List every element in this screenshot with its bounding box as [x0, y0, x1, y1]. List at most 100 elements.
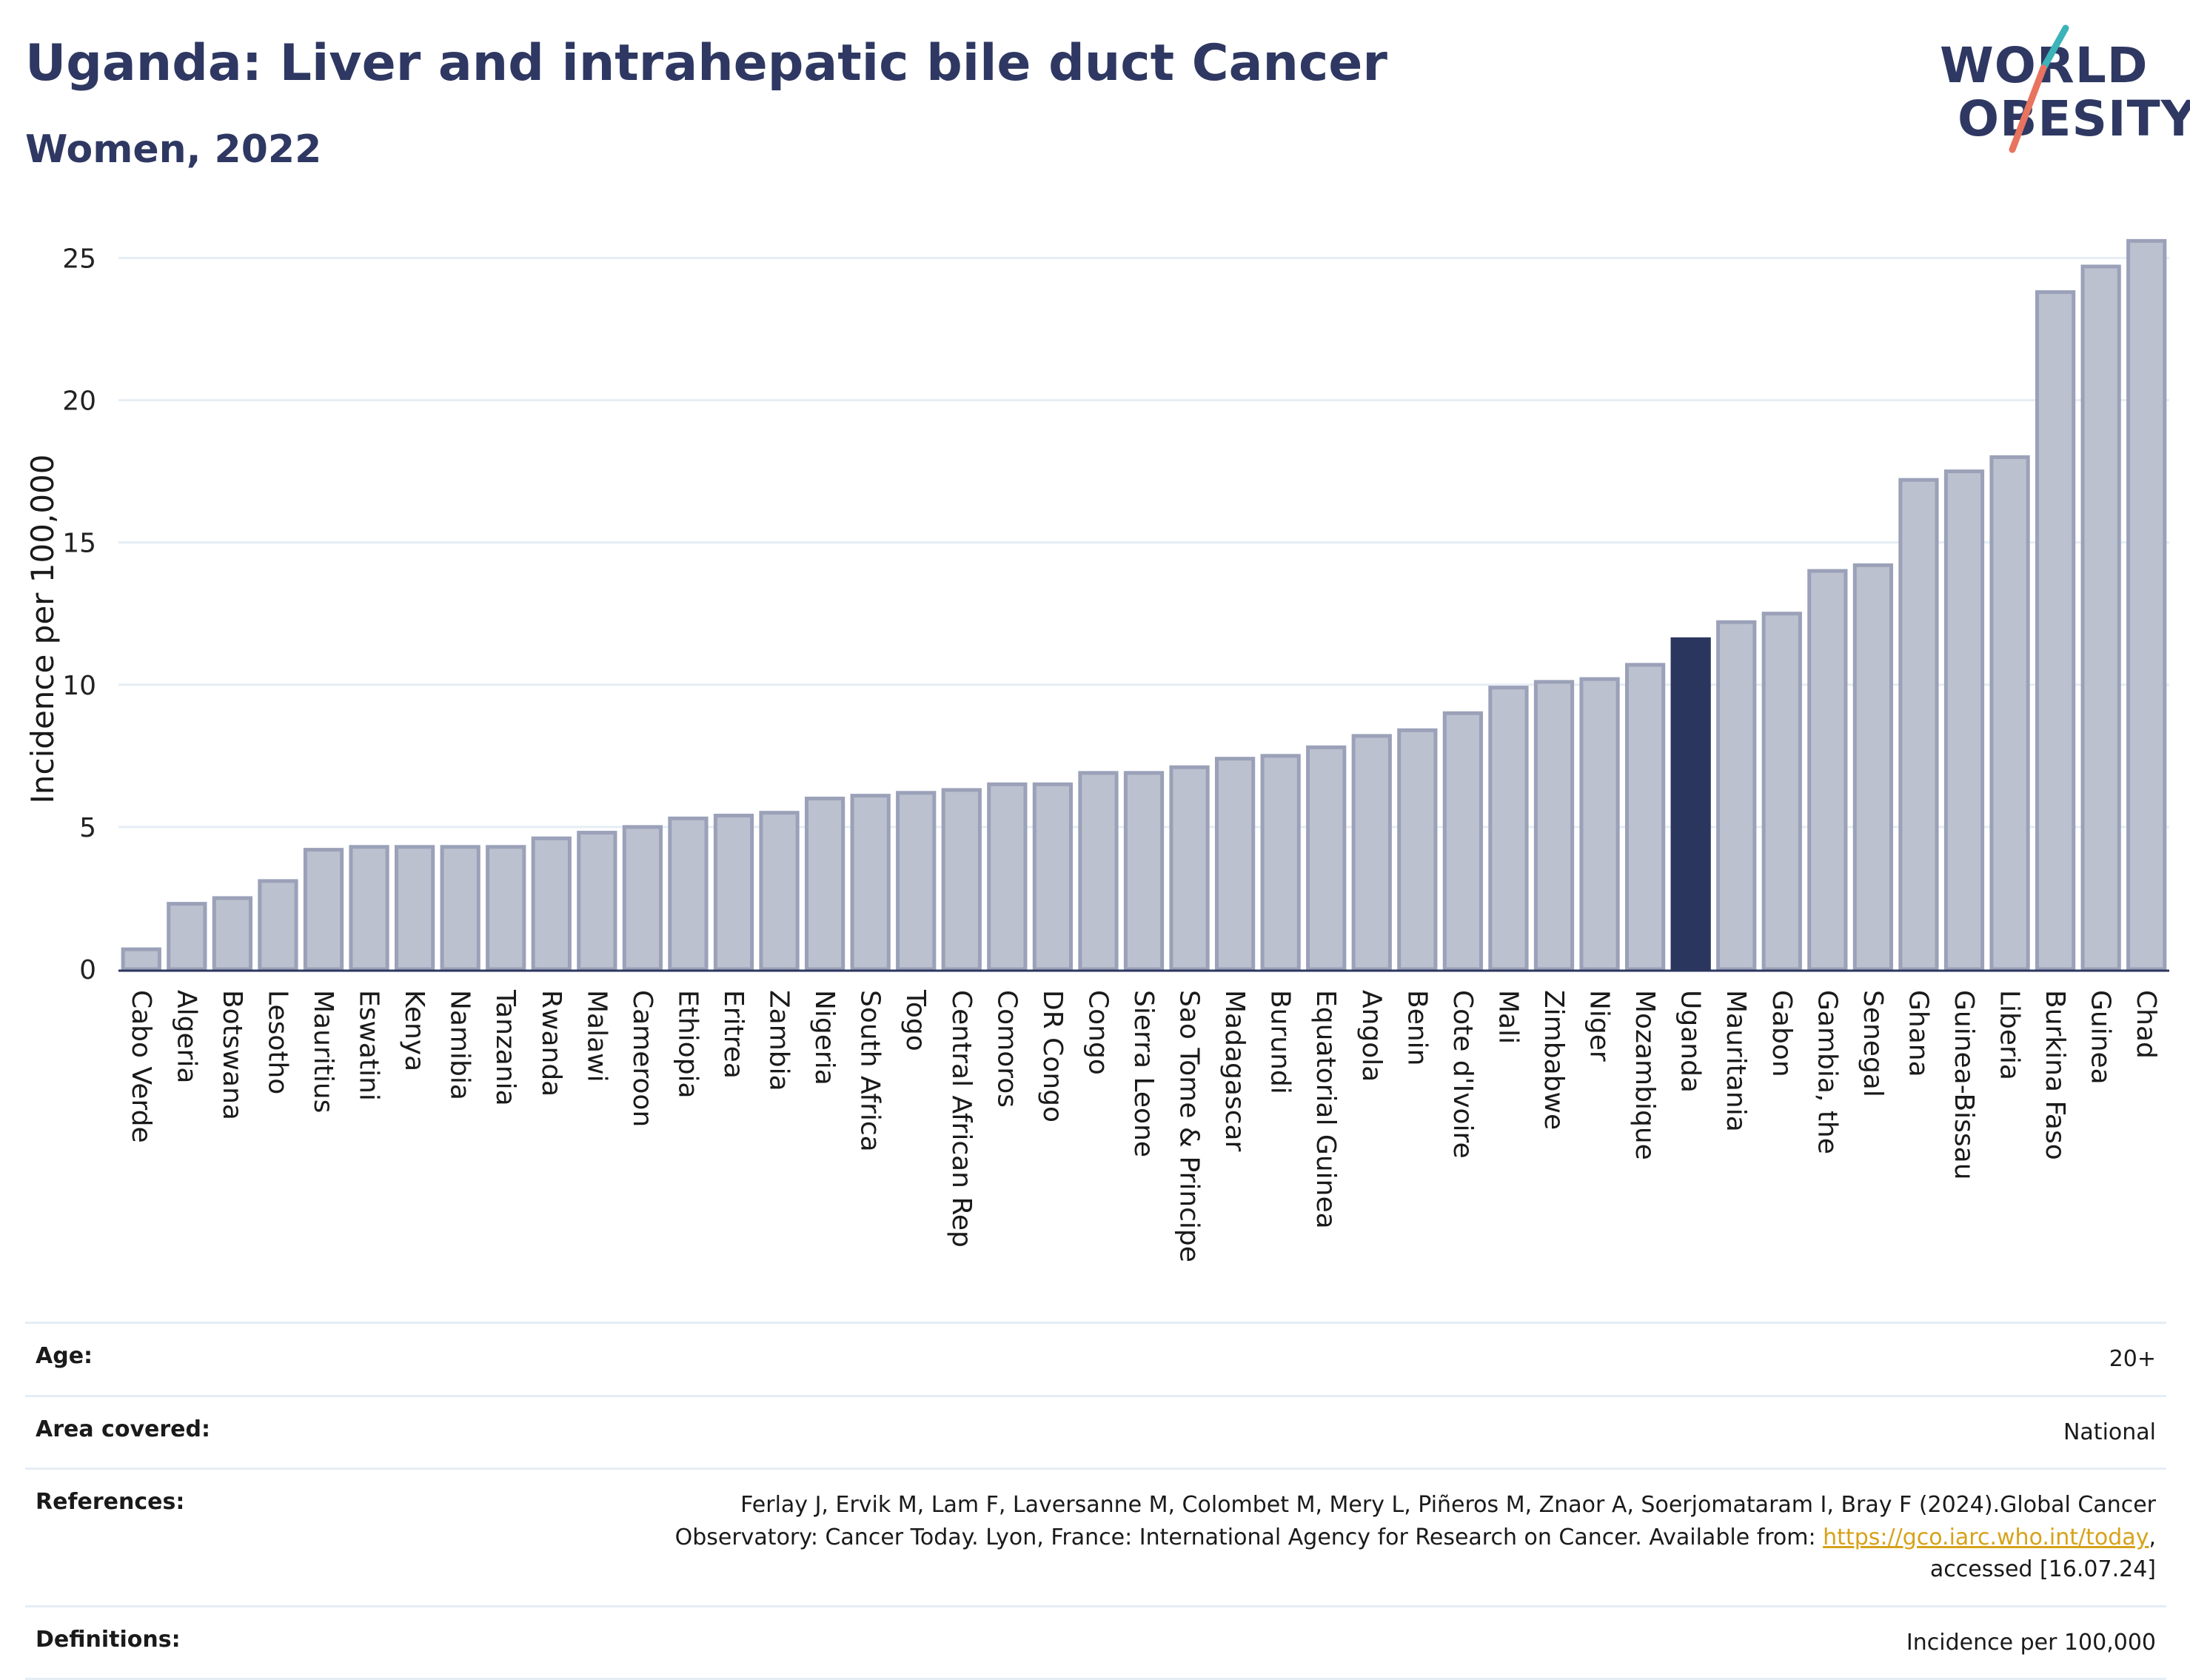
references-text-line1: Ferlay J, Ervik M, Lam F, Laversanne M, …	[740, 1492, 2156, 1518]
bar-niger	[1581, 679, 1618, 969]
age-label: Age:	[36, 1343, 346, 1369]
bar-dr-congo	[1034, 784, 1071, 969]
y-tick-label: 15	[62, 529, 96, 559]
x-tick-label: Equatorial Guinea	[1310, 990, 1341, 1229]
references-text-line2: Observatory: Cancer Today. Lyon, France:…	[675, 1525, 1824, 1550]
x-tick-label: Cameroon	[627, 990, 657, 1127]
y-tick-label: 5	[79, 813, 96, 843]
x-tick-label: Ghana	[1903, 990, 1933, 1077]
bar-ghana	[1901, 480, 1937, 969]
x-tick-label: Cote d'Ivoire	[1447, 990, 1478, 1159]
x-tick-label: Ethiopia	[672, 990, 703, 1099]
bar-zimbabwe	[1536, 682, 1572, 969]
meta-row-references: References: Ferlay J, Ervik M, Lam F, La…	[25, 1468, 2166, 1605]
x-tick-label: Namibia	[445, 990, 475, 1100]
bar-mozambique	[1627, 665, 1663, 969]
y-tick-label: 25	[62, 244, 96, 274]
x-tick-label: Malawi	[581, 990, 612, 1082]
chart-title: Uganda: Liver and intrahepatic bile duct…	[25, 34, 1387, 93]
meta-row-age: Age: 20+	[25, 1322, 2166, 1395]
x-tick-label: Eritrea	[718, 990, 749, 1079]
meta-row-area: Area covered: National	[25, 1395, 2166, 1468]
x-tick-label: Burundi	[1265, 990, 1296, 1094]
logo-coral-stroke	[2012, 68, 2043, 150]
bar-senegal	[1855, 565, 1891, 969]
definitions-value: Incidence per 100,000	[1906, 1627, 2156, 1659]
x-tick-label: Mozambique	[1630, 990, 1660, 1160]
references-link[interactable]: https://gco.iarc.who.int/today	[1823, 1525, 2149, 1550]
bar-algeria	[169, 904, 205, 969]
metadata-table: Age: 20+ Area covered: National Referenc…	[25, 1322, 2166, 1680]
age-value: 20+	[2109, 1343, 2156, 1376]
x-tick-label: Botswana	[217, 990, 247, 1120]
area-label: Area covered:	[36, 1416, 346, 1442]
x-tick-label: Congo	[1082, 990, 1113, 1075]
references-label: References:	[36, 1489, 346, 1515]
bar-uganda	[1672, 639, 1709, 969]
x-tick-label: Mali	[1493, 990, 1523, 1044]
bar-eritrea	[715, 816, 751, 969]
x-tick-label: Rwanda	[536, 990, 566, 1097]
bar-equatorial-guinea	[1308, 747, 1345, 969]
x-tick-label: Uganda	[1675, 990, 1706, 1093]
bar-guinea-bissau	[1946, 472, 1982, 969]
bar-nigeria	[806, 798, 843, 969]
x-tick-label: Benin	[1402, 990, 1432, 1065]
area-value: National	[2063, 1416, 2156, 1449]
bar-cote-d-ivoire	[1444, 713, 1481, 969]
bar-zambia	[761, 813, 797, 969]
bar-togo	[898, 793, 934, 969]
x-tick-label: South Africa	[855, 990, 885, 1152]
x-tick-label: Eswatini	[354, 990, 384, 1101]
bar-botswana	[214, 898, 250, 969]
x-tick-label: Lesotho	[262, 990, 292, 1094]
bar-benin	[1399, 730, 1436, 969]
x-tick-label: Gambia, the	[1812, 990, 1842, 1154]
bar-comoros	[989, 784, 1025, 969]
x-tick-label: Mauritania	[1721, 990, 1751, 1132]
x-tick-label: Togo	[900, 989, 931, 1051]
bar-cameroon	[624, 827, 660, 969]
y-tick-label: 10	[62, 671, 96, 701]
definitions-label: Definitions:	[36, 1627, 346, 1653]
y-tick-label: 20	[62, 386, 96, 417]
bar-rwanda	[533, 838, 569, 969]
bar-namibia	[442, 847, 478, 969]
bar-liberia	[1992, 457, 2028, 969]
bar-chad	[2129, 241, 2165, 969]
bar-eswatini	[351, 847, 387, 969]
bar-malawi	[579, 833, 615, 969]
bar-mali	[1490, 688, 1527, 969]
references-comma: ,	[2149, 1525, 2156, 1550]
bar-sierra-leone	[1125, 773, 1162, 969]
x-tick-label: Mauritius	[308, 990, 338, 1113]
bar-mauritania	[1718, 622, 1755, 969]
x-tick-label: Burkina Faso	[2040, 990, 2070, 1160]
x-tick-label: Sierra Leone	[1128, 990, 1159, 1157]
bar-lesotho	[260, 881, 296, 969]
x-tick-label: Kenya	[399, 990, 429, 1071]
bar-ethiopia	[670, 818, 706, 969]
chart-subtitle: Women, 2022	[25, 127, 321, 172]
x-tick-label: Tanzania	[490, 989, 520, 1106]
bar-burundi	[1262, 756, 1299, 969]
x-tick-label: Central African Rep	[946, 990, 977, 1248]
x-tick-label: Algeria	[171, 990, 201, 1084]
world-obesity-logo: WORLD OBESITY	[1932, 22, 2184, 163]
bar-gambia-the	[1809, 571, 1846, 969]
logo-slash-icon	[1932, 22, 2184, 163]
x-tick-label: Angola	[1356, 990, 1387, 1082]
x-tick-label: DR Congo	[1037, 990, 1068, 1122]
logo-teal-stroke	[2043, 28, 2066, 68]
bar-kenya	[396, 847, 432, 969]
meta-row-definitions: Definitions: Incidence per 100,000	[25, 1605, 2166, 1680]
bar-congo	[1080, 773, 1116, 969]
bar-cabo-verde	[123, 949, 159, 969]
x-tick-label: Comoros	[991, 990, 1022, 1108]
bar-tanzania	[488, 847, 524, 969]
bar-mauritius	[305, 850, 341, 969]
x-tick-label: Zimbabwe	[1538, 990, 1569, 1130]
bar-burkina-faso	[2037, 292, 2073, 969]
bar-sao-tome-principe	[1171, 767, 1208, 969]
x-tick-label: Guinea	[2086, 990, 2116, 1085]
